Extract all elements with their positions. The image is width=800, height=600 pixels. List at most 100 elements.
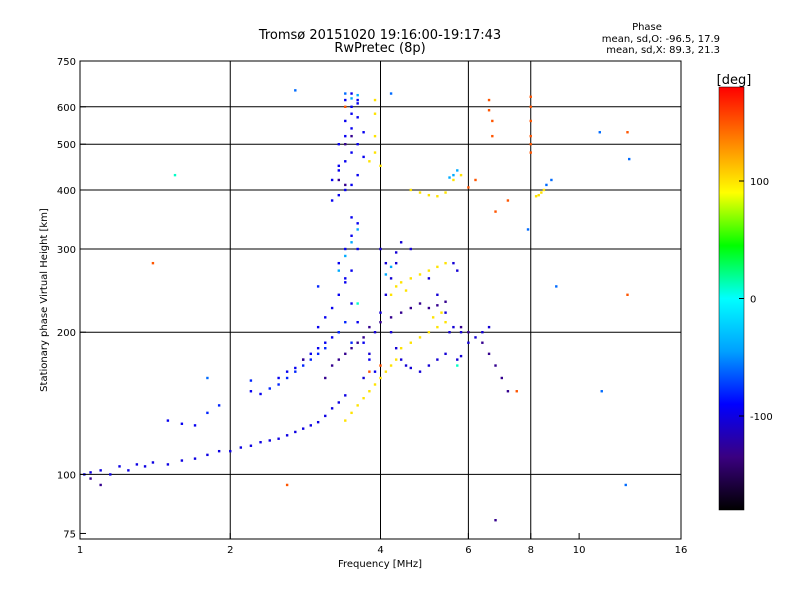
y-tick-label: 200 [57,328,76,339]
data-point [350,105,353,108]
data-point [626,293,629,296]
y-axis-ticks: 75 100 200 300 400 500 600 750 [57,57,86,540]
data-point [259,392,262,396]
data-point [444,311,447,314]
data-point [394,346,398,350]
data-point [427,364,431,367]
data-point [344,277,347,280]
colorbar-tick-label: 0 [750,295,756,306]
data-point [409,306,412,310]
data-point [399,281,403,284]
data-point [362,336,365,339]
data-point [404,364,408,367]
data-point [316,352,320,356]
data-point [373,151,377,154]
data-point [444,261,447,265]
data-point [542,188,546,192]
data-point [555,285,558,288]
data-point [180,422,184,425]
data-point [487,325,491,329]
data-point [285,376,289,380]
data-point [324,341,327,344]
data-point [350,411,353,415]
data-point [418,302,422,305]
data-point [350,234,353,237]
x-axis-ticks: 1 2 4 6 8 10 16 [77,533,687,556]
data-point [515,390,518,393]
data-point [534,195,538,198]
data-point [337,178,341,182]
data-point [418,273,422,276]
data-point [368,390,371,393]
data-point [166,419,170,422]
colorbar-label: [deg] [717,73,752,88]
data-point [294,370,297,373]
data-point [217,449,221,453]
data-point [337,269,341,272]
data-point [529,142,532,146]
data-point [294,89,297,92]
data-point [494,364,497,367]
data-point [529,95,532,98]
data-point [344,92,347,95]
data-point [452,261,455,265]
colorbar-ticks: 100 0 -100 [739,177,773,423]
data-point [350,341,353,344]
data-point [529,134,532,138]
data-point [268,387,271,390]
y-tick-label: 300 [57,245,76,256]
data-point [277,437,280,440]
y-tick-label: 600 [57,103,76,114]
data-point [409,366,412,370]
data-point [440,311,443,314]
data-point [206,376,209,380]
x-tick-label: 4 [377,545,383,556]
data-point [173,173,177,177]
x-tick-label: 6 [465,545,471,556]
data-point [344,188,347,192]
data-point [135,463,139,466]
data-point [330,306,334,310]
data-point [491,134,494,138]
data-point [294,366,297,370]
data-point [626,131,629,134]
data-point [166,463,170,466]
data-point [459,331,463,334]
y-tick-label: 75 [63,529,76,540]
data-point [206,453,209,457]
data-point [487,98,491,102]
data-point [444,352,447,356]
data-point [356,93,359,97]
data-point [337,293,341,296]
data-points-layer [83,89,631,522]
data-point [356,404,359,407]
data-point [118,465,121,468]
data-point [384,273,388,276]
data-point [344,352,347,356]
data-point [337,142,341,146]
data-point [418,370,422,373]
data-point [350,92,353,95]
y-axis-label: Stationary phase Virtual Height [km] [39,208,50,392]
data-point [344,105,347,108]
data-point [362,341,365,344]
data-point [389,92,393,95]
data-point [526,228,530,231]
data-point [350,134,353,138]
data-point [444,300,447,303]
data-point [337,193,341,197]
data-point [399,346,403,350]
data-point [330,178,334,182]
data-point [356,228,359,231]
data-point [389,277,393,280]
data-point [362,155,365,159]
data-point [399,241,403,244]
data-point [409,341,412,344]
x-tick-label: 8 [528,545,534,556]
data-point [309,358,312,361]
data-point [456,269,459,272]
data-point [356,222,359,225]
y-tick-label: 500 [57,140,76,151]
colorbar-tick-label: 100 [750,177,769,188]
